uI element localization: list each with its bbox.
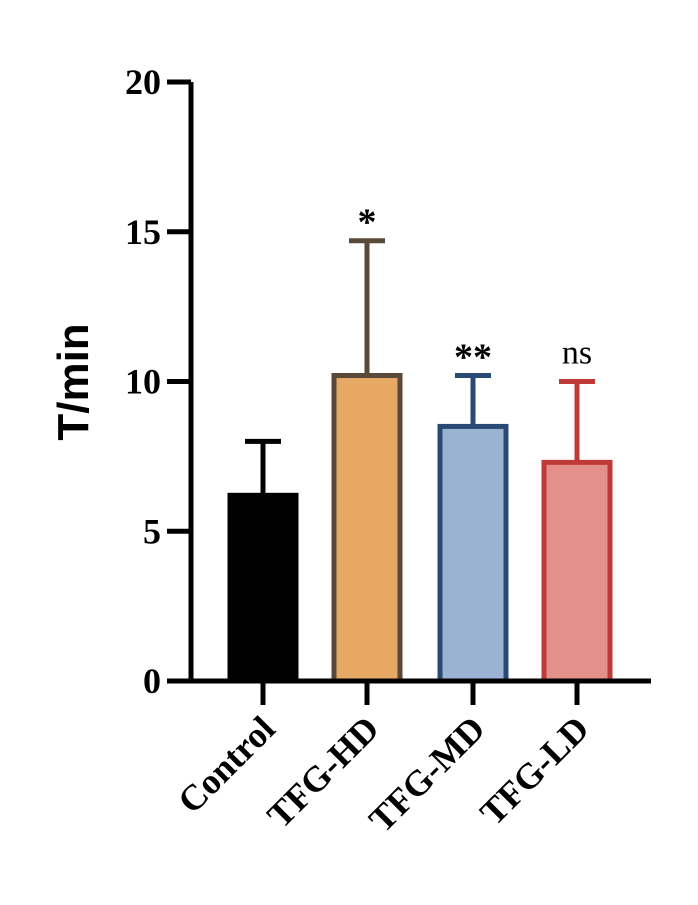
y-axis-ticks: 0 5 10 15 20 [125, 62, 191, 701]
significance-label: ** [454, 337, 492, 379]
y-tick-label: 0 [143, 661, 161, 701]
bar-tfg-md [437, 423, 509, 684]
bar-tfg-ld [541, 459, 613, 684]
error-bars [245, 238, 595, 496]
significance-label: ns [562, 335, 592, 372]
y-tick-label: 5 [143, 511, 161, 551]
bar-control [227, 492, 299, 684]
bars [227, 373, 613, 684]
x-axis-ticks [260, 681, 580, 705]
x-tick-label: TFG-LD [472, 708, 596, 832]
significance-labels: *** ns [358, 202, 593, 379]
y-axis-title: T/min [49, 323, 98, 440]
x-tick-label: TFG-MD [361, 708, 492, 839]
significance-label: * [358, 202, 377, 244]
bar-tfg-hd [331, 373, 403, 684]
y-tick-label: 15 [125, 212, 161, 252]
y-tick-label: 20 [125, 62, 161, 102]
y-tick-label: 10 [125, 362, 161, 402]
